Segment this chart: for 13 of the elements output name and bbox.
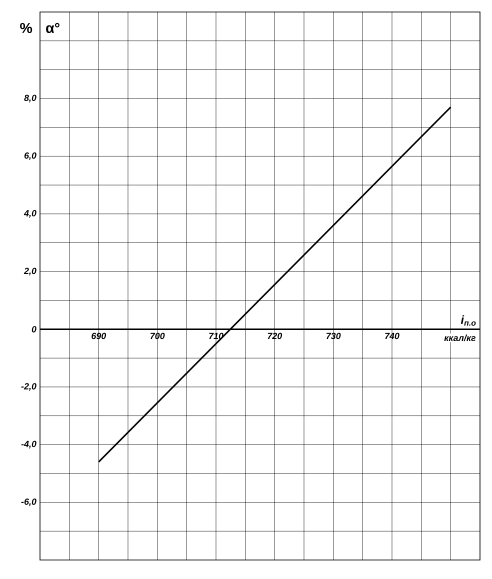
- y-tick-label: -6,0: [21, 498, 36, 506]
- x-tick-label: 740: [385, 332, 400, 340]
- y-tick-label: -4,0: [21, 440, 36, 448]
- y-tick-label: -2,0: [21, 383, 36, 391]
- y-tick-label: 2,0: [24, 268, 36, 276]
- annotation: α°: [46, 22, 60, 34]
- x-axis-title: i$_{п.о}$: [460, 315, 476, 326]
- annotation: ккал/кг: [444, 334, 476, 342]
- y-axis-title: %: [20, 22, 32, 34]
- y-tick-label: 0: [32, 326, 36, 332]
- y-tick-label: 6,0: [24, 152, 36, 160]
- y-tick-label: 4,0: [24, 210, 36, 218]
- y-tick-label: 8,0: [24, 94, 36, 102]
